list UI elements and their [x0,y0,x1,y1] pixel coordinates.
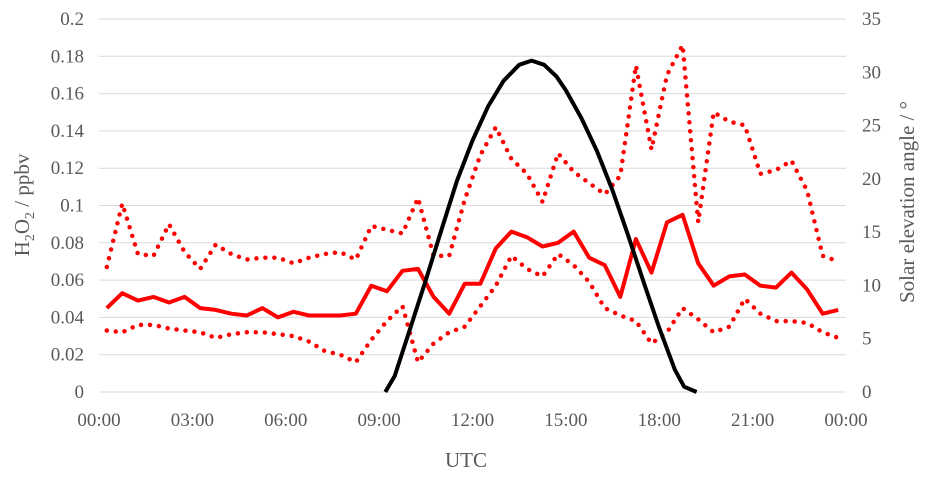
x-tick-label: 12:00 [451,410,494,431]
y-tick-label: 0.2 [60,9,84,30]
solar-elevation-line [383,58,698,394]
x-tick-label: 06:00 [264,410,307,431]
y-tick-label: 0.02 [51,345,84,366]
gridlines [99,18,846,393]
h2o2-mean-line [105,212,839,320]
x-tick-label: 03:00 [171,410,214,431]
x-axis-title: UTC [445,448,487,472]
y-axis-title: H2O2 / ppbv [10,153,38,256]
y-tick-label: 0.1 [60,196,84,217]
x-tick-label: 09:00 [357,410,400,431]
x-tick-label: 00:00 [824,410,867,431]
x-tick-label: 18:00 [638,410,681,431]
x-tick-label: 00:00 [77,410,120,431]
y2-tick-label: 10 [862,275,881,296]
y-tick-label: 0.08 [51,233,84,254]
y2-tick-label: 35 [862,9,881,30]
y2-tick-label: 15 [862,222,881,243]
y2-axis-title: Solar elevation angle / ° [895,101,919,303]
y-tick-label: 0.14 [51,121,85,142]
y-tick-label: 0.18 [51,46,84,67]
y-tick-label: 0.06 [51,270,84,291]
h2o2-upper-line [104,42,841,272]
y2-tick-label: 20 [862,169,881,190]
tick-labels: 0 0.02 0.04 0.06 0.08 0.1 0.12 0.14 0.16 0.18 0.2 0… [51,9,881,431]
y-tick-label: 0 [75,382,85,403]
y2-tick-label: 25 [862,116,881,137]
y2-tick-label: 30 [862,62,881,83]
series-group [104,42,841,394]
x-tick-label: 21:00 [731,410,774,431]
h2o2-lower-line [104,251,841,365]
x-tick-label: 15:00 [544,410,587,431]
y2-tick-label: 5 [862,329,872,350]
y-tick-label: 0.16 [51,84,84,105]
y2-tick-label: 0 [862,382,872,403]
y-tick-label: 0.04 [51,307,85,328]
y-tick-label: 0.12 [51,158,84,179]
